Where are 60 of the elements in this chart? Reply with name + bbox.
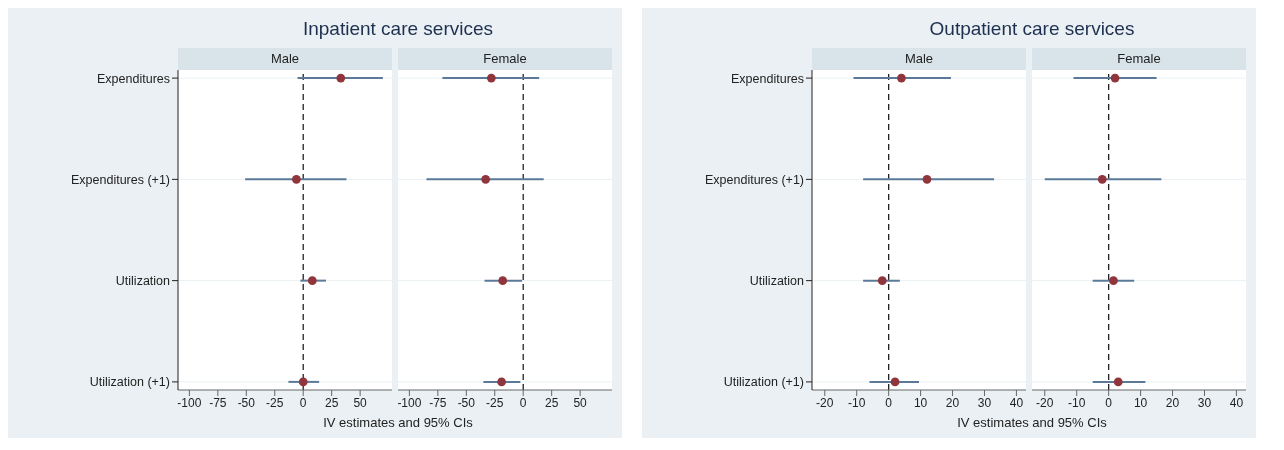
point — [1113, 377, 1123, 387]
x-tick-label: 25 — [544, 395, 559, 410]
y-tick-label: Utilization — [115, 274, 171, 289]
x-tick-label: -50 — [237, 395, 256, 410]
point — [292, 175, 301, 184]
point — [890, 377, 900, 387]
x-tick-label: -75 — [209, 395, 227, 410]
x-tick-label: 30 — [1197, 395, 1212, 410]
x-tick-label: -20 — [816, 395, 834, 410]
x-tick-label: -20 — [1036, 395, 1054, 410]
x-tick-label: -50 — [457, 395, 476, 410]
chart-title: Outpatient care services — [928, 18, 1136, 41]
x-tick-label: -10 — [1068, 395, 1086, 410]
chart-subtitle: Female — [398, 48, 612, 70]
x-tick-label: 0 — [299, 395, 307, 410]
point — [922, 175, 932, 184]
x-tick-label: -100 — [397, 395, 422, 410]
y-tick-label: Expenditures (+1) — [704, 172, 804, 187]
x-tick-label: 50 — [353, 395, 368, 410]
point — [481, 175, 491, 184]
x-tick-label: 40 — [1229, 395, 1244, 410]
point — [1110, 73, 1120, 83]
y-tick-label: Expenditures — [97, 71, 170, 86]
x-tick-label: 0 — [1105, 395, 1113, 410]
point — [336, 73, 346, 83]
point — [307, 276, 317, 285]
y-tick-label: Expenditures (+1) — [70, 172, 170, 187]
y-tick-label: Utilization — [749, 274, 805, 289]
x-tick-label: 10 — [1133, 395, 1148, 410]
x-tick-label: 0 — [885, 395, 893, 410]
x-tick-label: -75 — [429, 395, 447, 410]
point — [897, 73, 906, 83]
x-tick-label: 40 — [1009, 395, 1024, 410]
chart-subtitle: Male — [178, 48, 392, 70]
point — [1097, 175, 1107, 184]
x-tick-label: 50 — [573, 395, 588, 410]
point — [298, 377, 308, 387]
chart-subtitle: Male — [812, 48, 1026, 70]
x-tick-label: 10 — [913, 395, 928, 410]
x-tick-label: -25 — [266, 395, 284, 410]
y-tick-label: Utilization (+1) — [89, 375, 170, 390]
point — [877, 276, 887, 285]
x-tick-label: 0 — [519, 395, 527, 410]
x-tick-label: -25 — [486, 395, 504, 410]
point — [497, 377, 506, 387]
x-tick-label: 25 — [324, 395, 339, 410]
x-axis-title: IV estimates and 95% CIs — [956, 415, 1108, 430]
x-tick-label: 20 — [1165, 395, 1180, 410]
y-tick-label: Utilization (+1) — [723, 375, 804, 390]
x-tick-label: -10 — [848, 395, 866, 410]
point — [486, 73, 496, 83]
y-tick-label: Expenditures — [731, 71, 804, 86]
x-tick-label: -100 — [177, 395, 202, 410]
x-axis-title: IV estimates and 95% CIs — [322, 415, 474, 430]
x-tick-label: 30 — [977, 395, 992, 410]
chart-subtitle: Female — [1032, 48, 1246, 70]
x-tick-label: 20 — [945, 395, 960, 410]
chart-title: Inpatient care services — [301, 18, 495, 41]
point — [1109, 276, 1118, 285]
point — [498, 276, 508, 285]
